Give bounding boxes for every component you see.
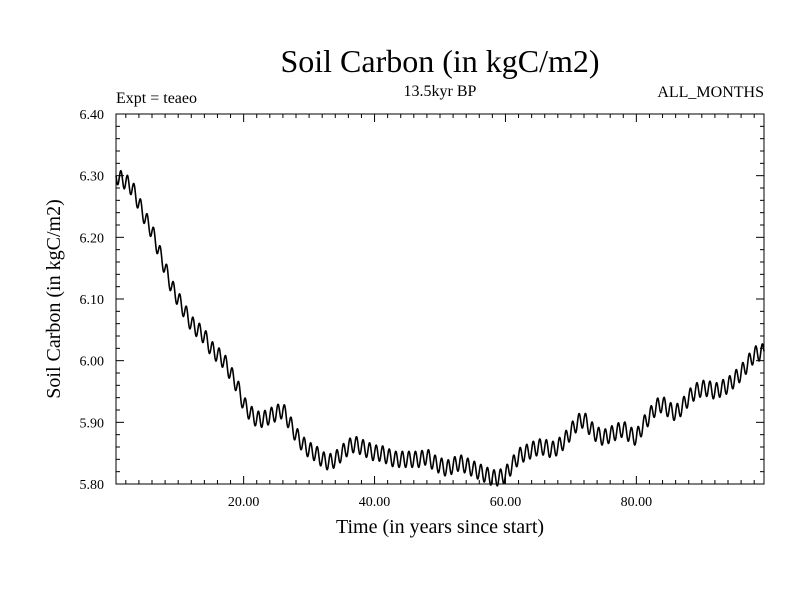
x-tick-label: 20.00 — [228, 495, 260, 510]
series-layer — [115, 169, 765, 487]
x-tick-label: 40.00 — [359, 495, 391, 510]
chart-title: Soil Carbon (in kgC/m2) — [280, 43, 599, 79]
chart-subtitle: 13.5kyr BP — [404, 83, 477, 100]
x-axis-title: Time (in years since start) — [336, 516, 544, 538]
y-tick-label: 5.80 — [80, 478, 105, 493]
x-tick-label: 60.00 — [490, 495, 522, 510]
y-tick-label: 6.00 — [80, 355, 105, 370]
plot-frame — [115, 113, 765, 485]
y-tick-label: 6.40 — [80, 108, 105, 123]
y-axis-title: Soil Carbon (in kgC/m2) — [43, 199, 65, 398]
y-tick-label: 6.30 — [80, 170, 105, 185]
y-axis-ticks: 5.80 5.90 6.00 6.10 6.20 6.30 6.40 — [80, 108, 764, 493]
period-label: ALL_MONTHS — [657, 84, 764, 101]
x-axis-ticks: 20.00 40.00 60.00 80.00 — [125, 114, 755, 510]
y-tick-label: 5.90 — [80, 416, 105, 431]
y-tick-label: 6.10 — [80, 293, 105, 308]
series-line-0 — [115, 169, 765, 487]
experiment-label: Expt = teaeo — [116, 90, 197, 107]
x-tick-label: 80.00 — [621, 495, 653, 510]
y-tick-label: 6.20 — [80, 231, 105, 246]
